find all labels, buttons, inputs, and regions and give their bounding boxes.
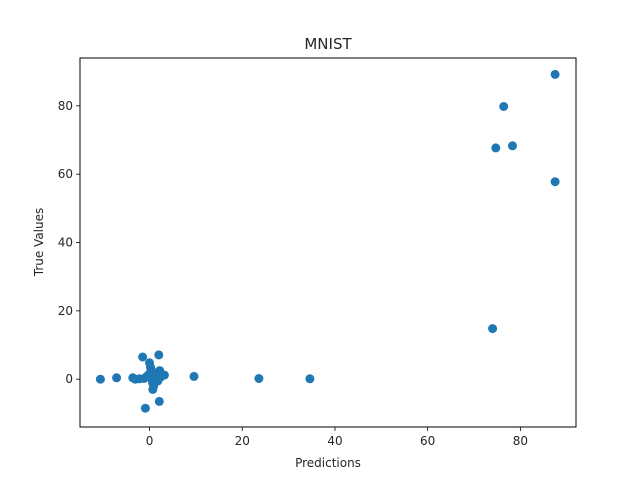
x-tick-label: 80	[513, 434, 528, 448]
scatter-point-0	[95, 374, 105, 384]
scatter-point-30	[189, 371, 199, 381]
scatter-point-31	[254, 374, 264, 383]
scatter-point-38	[550, 177, 560, 187]
points-layer	[95, 69, 560, 413]
scatter-point-33	[488, 324, 498, 334]
scatter-point-34	[491, 143, 501, 153]
scatter-point-32	[305, 374, 315, 384]
scatter-point-35	[499, 102, 509, 111]
y-tick-label: 40	[58, 236, 73, 250]
scatter-point-37	[550, 69, 560, 79]
x-tick-label: 20	[235, 434, 250, 448]
scatter-point-25	[154, 350, 164, 360]
y-tick-label: 60	[58, 167, 73, 181]
x-axis-ticks: 0 20 40 60 80	[146, 427, 528, 448]
y-tick-label: 80	[58, 99, 73, 113]
y-tick-label: 0	[65, 372, 73, 386]
scatter-point-19	[148, 384, 158, 394]
chart-title: MNIST	[304, 35, 352, 53]
scatter-point-5	[138, 352, 148, 362]
y-axis-ticks: 0 20 40 60 80	[58, 99, 80, 386]
scatter-point-26	[154, 396, 164, 406]
x-axis-label: Predictions	[295, 456, 361, 470]
x-tick-label: 40	[327, 434, 342, 448]
x-tick-label: 60	[420, 434, 435, 448]
scatter-point-29	[159, 370, 169, 380]
scatter-point-36	[508, 141, 517, 151]
scatter-point-7	[140, 403, 150, 413]
scatter-point-1	[112, 373, 122, 383]
y-tick-label: 20	[58, 304, 73, 318]
y-axis-label: True Values	[32, 208, 46, 278]
x-tick-label: 0	[146, 434, 154, 448]
